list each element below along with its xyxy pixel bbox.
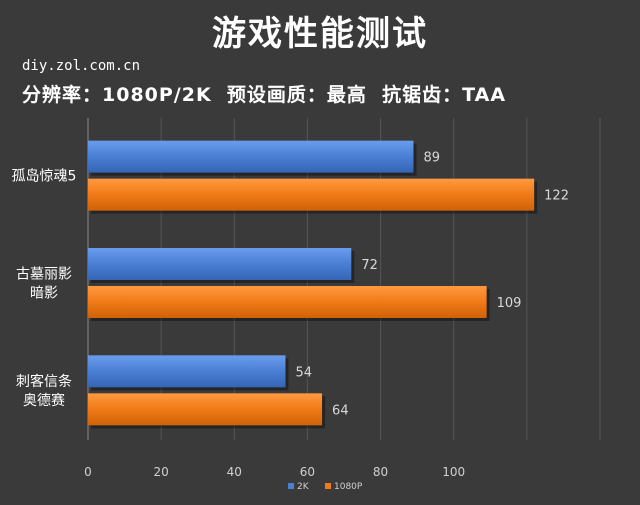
legend-label: 2K: [297, 482, 310, 492]
category-label: 暗影: [30, 286, 58, 302]
category-label: 刺客信条: [16, 373, 72, 390]
source-watermark: diy.zol.com.cn: [22, 58, 141, 74]
legend-swatch: [288, 483, 294, 489]
category-label: 奥德赛: [23, 392, 65, 409]
bar-2k: [88, 355, 286, 388]
x-tick-label: 0: [84, 465, 92, 479]
legend-label: 1080P: [334, 482, 363, 492]
x-tick-label: 100: [442, 465, 465, 479]
x-tick-labels: 0 20 40 60 80 100: [84, 465, 465, 479]
bars: [88, 140, 538, 429]
bar-2k: [88, 248, 352, 280]
data-label: 54: [295, 365, 312, 380]
chart-title: 游戏性能测试: [212, 14, 428, 54]
data-label: 109: [497, 296, 522, 311]
bar-2k: [88, 140, 414, 173]
x-tick-label: 60: [300, 465, 315, 479]
data-label: 64: [332, 403, 349, 418]
bar-1080p: [88, 178, 535, 211]
data-labels: 89 122 72 109 54 64: [295, 151, 569, 419]
legend-swatch: [325, 483, 331, 489]
legend: 2K 1080P: [288, 482, 363, 492]
category-label: 孤岛惊魂5: [12, 169, 77, 185]
bar-1080p: [88, 393, 323, 426]
category-label: 古墓丽影: [16, 267, 72, 283]
test-settings: 分辨率：1080P/2K 预设画质：最高 抗锯齿：TAA: [22, 84, 507, 106]
x-tick-label: 40: [227, 465, 242, 479]
bar-1080p: [88, 286, 487, 318]
data-label: 122: [544, 189, 569, 204]
x-tick-label: 80: [373, 465, 388, 479]
x-tick-label: 20: [154, 465, 169, 479]
data-label: 72: [361, 258, 378, 273]
data-label: 89: [423, 151, 440, 166]
